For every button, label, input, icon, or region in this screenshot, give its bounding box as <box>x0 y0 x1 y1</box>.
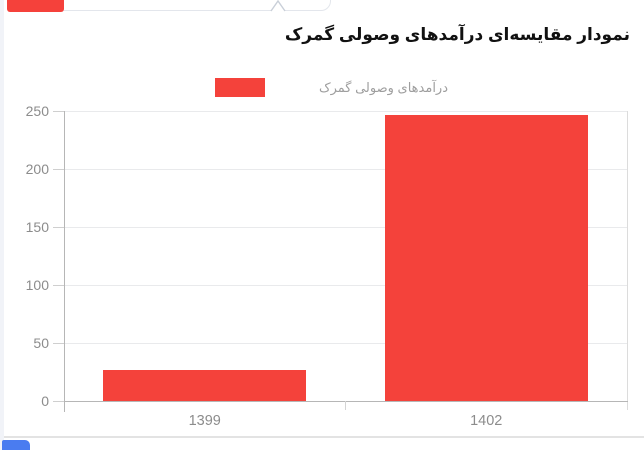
y-tick-label-0: 0 <box>41 393 49 409</box>
y-tick-200 <box>53 169 64 170</box>
red-button-fragment[interactable] <box>7 0 64 12</box>
top-select-input[interactable] <box>20 0 331 11</box>
y-axis-line <box>64 111 65 412</box>
x-axis-line <box>64 401 628 402</box>
plot-area <box>64 110 627 401</box>
bar-1402 <box>385 114 588 401</box>
blue-button-fragment[interactable] <box>2 440 30 450</box>
y-tick-250 <box>53 111 64 112</box>
page-title: نمودار مقایسه‌ای درآمدهای وصولی گمرک <box>284 25 630 44</box>
chart-legend[interactable]: درآمدهای وصولی گمرک <box>0 78 644 97</box>
gridline-250 <box>64 110 627 112</box>
bottom-divider <box>4 436 644 438</box>
gridline-150 <box>64 226 627 228</box>
y-tick-label-100: 100 <box>25 277 49 293</box>
left-gutter-strip <box>0 0 4 450</box>
bar-1399 <box>103 369 306 401</box>
y-tick-50 <box>53 343 64 344</box>
legend-label[interactable]: درآمدهای وصولی گمرک <box>318 80 448 95</box>
y-tick-label-150: 150 <box>25 219 49 235</box>
y-tick-label-50: 50 <box>33 335 49 351</box>
y-tick-label-200: 200 <box>25 161 49 177</box>
y-tick-label-250: 250 <box>25 103 49 119</box>
gridline-200 <box>64 168 627 170</box>
plot-right-border <box>627 111 628 410</box>
x-axis-mid-tick <box>345 401 346 410</box>
y-tick-150 <box>53 227 64 228</box>
y-tick-100 <box>53 285 64 286</box>
x-tick-label-1399: 1399 <box>188 413 221 429</box>
gridline-100 <box>64 284 627 286</box>
legend-swatch[interactable] <box>215 78 265 97</box>
gridline-50 <box>64 342 627 344</box>
y-tick-0 <box>53 401 64 402</box>
x-tick-label-1402: 1402 <box>470 413 503 429</box>
